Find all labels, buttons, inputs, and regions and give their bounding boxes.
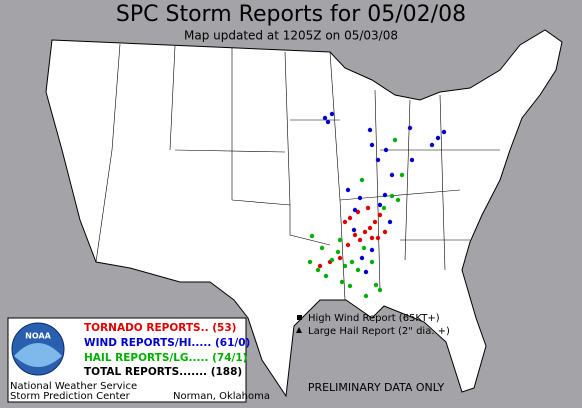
report-dot <box>359 177 365 183</box>
report-dot <box>351 227 357 233</box>
report-dot <box>362 229 368 235</box>
report-dot <box>383 147 389 153</box>
report-dot <box>372 219 378 225</box>
report-dot <box>369 259 375 265</box>
report-dot <box>363 269 369 275</box>
wind-key: High Wind Report (65KT+) <box>308 313 440 324</box>
logo-wave <box>14 343 62 367</box>
report-dot <box>407 125 413 131</box>
report-dot <box>409 157 415 163</box>
wind-legend: WIND REPORTS/HI..... (61/0) <box>84 337 250 349</box>
report-dot <box>309 233 315 239</box>
report-dot <box>345 242 351 248</box>
report-dot <box>375 157 381 163</box>
report-dot <box>373 282 379 288</box>
report-dot <box>377 202 383 208</box>
report-dot <box>315 267 321 273</box>
hail-legend: HAIL REPORTS/LG..... (74/1) <box>84 352 247 364</box>
report-dot <box>335 249 341 255</box>
report-dot <box>325 119 331 125</box>
report-dot <box>352 232 358 238</box>
report-dot <box>369 142 375 148</box>
report-dot <box>329 257 335 263</box>
report-dot <box>307 259 313 265</box>
report-dot <box>382 229 388 235</box>
us-land <box>45 29 563 398</box>
report-dot <box>319 245 325 251</box>
report-dot <box>347 215 353 221</box>
report-dot <box>323 273 329 279</box>
report-dot <box>399 172 405 178</box>
report-dot <box>395 197 401 203</box>
org-center: Storm Prediction Center <box>10 391 131 402</box>
report-dot <box>381 205 387 211</box>
report-dot <box>359 255 365 261</box>
report-dot <box>355 267 361 273</box>
report-dot <box>365 205 371 211</box>
tornado-legend: TORNADO REPORTS.. (53) <box>84 322 236 334</box>
report-dot <box>322 115 328 121</box>
total-legend: TOTAL REPORTS....... (188) <box>84 366 242 378</box>
report-dot <box>392 137 398 143</box>
report-dot <box>337 255 343 261</box>
report-dot <box>389 172 395 178</box>
report-dot <box>337 237 343 243</box>
report-dot <box>387 219 393 225</box>
report-dot <box>347 283 353 289</box>
report-dot <box>369 247 375 253</box>
preliminary-note: PRELIMINARY DATA ONLY <box>308 381 445 394</box>
hail-key: Large Hail Report (2" dia. +) <box>308 326 450 337</box>
report-dot <box>441 129 447 135</box>
logo-text: NOAA <box>25 332 51 341</box>
report-dot <box>349 259 355 265</box>
report-dot <box>389 193 395 199</box>
report-dot <box>361 245 367 251</box>
report-dot <box>357 195 363 201</box>
report-dot <box>377 287 383 293</box>
org-location: Norman, Oklahoma <box>173 391 270 402</box>
report-dot <box>352 207 358 213</box>
subtitle: Map updated at 1205Z on 05/03/08 <box>184 29 398 43</box>
report-markers <box>307 111 447 299</box>
hail-key-symbol <box>296 327 302 333</box>
report-dot <box>435 135 441 141</box>
report-dot <box>345 187 351 193</box>
report-dot <box>357 237 363 243</box>
report-dot <box>367 225 373 231</box>
title: SPC Storm Reports for 05/02/08 <box>116 2 466 27</box>
report-dot <box>377 212 383 218</box>
report-dot <box>367 127 373 133</box>
report-dot <box>375 235 381 241</box>
report-dot <box>339 279 345 285</box>
report-dot <box>317 263 323 269</box>
org-name: National Weather Service <box>10 381 137 392</box>
state-lines <box>95 43 500 301</box>
report-dot <box>429 142 435 148</box>
report-dot <box>369 235 375 241</box>
report-dot <box>342 263 348 269</box>
wind-key-symbol <box>297 315 302 320</box>
report-dot <box>363 293 369 299</box>
report-dot <box>329 111 335 117</box>
report-dot <box>342 219 348 225</box>
report-dot <box>382 192 388 198</box>
